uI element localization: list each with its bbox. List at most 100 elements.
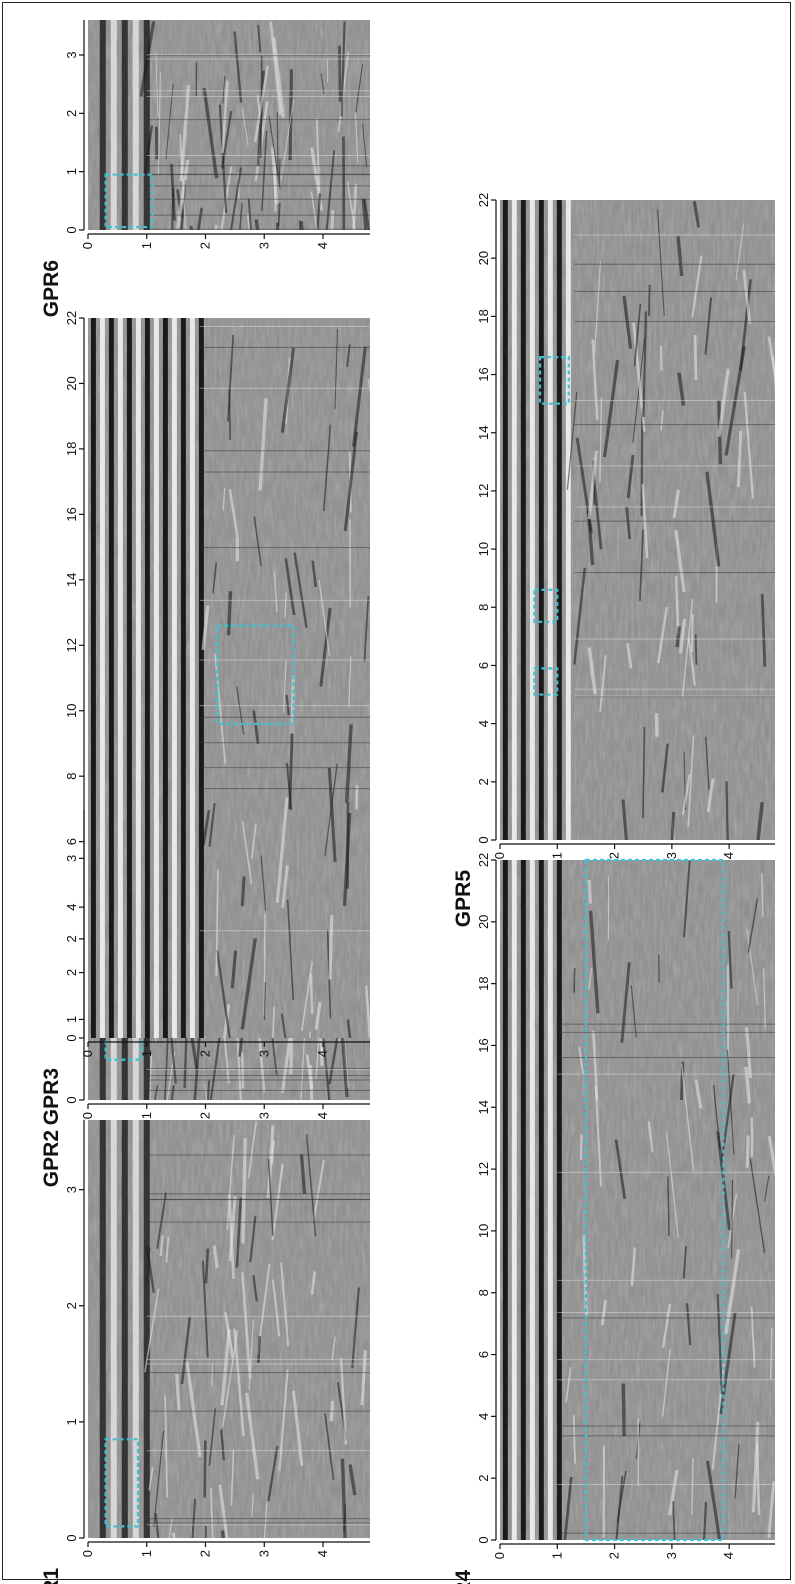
distance-tick-label: 22 — [64, 311, 79, 325]
clutter-streak — [280, 1033, 292, 1093]
gpr5-roi-box — [539, 355, 570, 405]
clutter-streak — [154, 126, 159, 160]
clutter-streak — [257, 24, 262, 53]
clutter-streak — [661, 743, 669, 793]
clutter-streak — [278, 1369, 289, 1472]
clutter-streak — [345, 724, 353, 803]
distance-tick-label: 0 — [64, 1096, 79, 1103]
reflection-band — [502, 860, 508, 1540]
clutter-streak — [191, 1498, 197, 1538]
clutter-streak — [760, 593, 767, 667]
clutter-streak — [305, 1054, 314, 1089]
clutter-streak — [760, 873, 764, 917]
depth-tick-label: 0 — [80, 1112, 95, 1119]
reflection-band — [520, 200, 526, 840]
clutter-streak — [682, 1246, 687, 1279]
clutter-streak — [214, 224, 218, 230]
gpr5-title: GPR5 — [452, 870, 475, 928]
clutter-streak — [726, 1049, 735, 1155]
reflection-band — [198, 318, 204, 1038]
clutter-streak — [764, 1175, 770, 1202]
clutter-streak — [749, 1158, 766, 1253]
clutter-streak — [210, 1487, 214, 1538]
clutter-streak — [315, 118, 321, 191]
distance-tick-label: 0 — [476, 836, 491, 843]
clutter-streak — [626, 454, 635, 499]
depth-tick-label: 3 — [256, 1112, 271, 1119]
clutter-streak — [588, 910, 600, 1014]
clutter-streak — [258, 398, 268, 491]
clutter-streak — [215, 950, 231, 1038]
depth-tick-label: 2 — [607, 852, 622, 859]
clutter-streak — [185, 1361, 202, 1458]
clutter-streak — [220, 1530, 225, 1538]
depth-tick-label: 2 — [198, 1550, 213, 1557]
gpr6-panel: 0 1 2 3 4 0 1 2 3 GPR6 — [40, 20, 370, 317]
reflection-band — [556, 200, 562, 840]
clutter-streak — [299, 1154, 307, 1195]
clutter-streak — [717, 368, 730, 437]
depth-tick-label: 1 — [549, 852, 564, 859]
clutter-streak — [639, 529, 644, 602]
clutter-streak — [266, 1125, 275, 1198]
clutter-streak — [203, 1440, 207, 1498]
depth-tick-label: 3 — [256, 242, 271, 249]
gpr6-reflection-stripes — [99, 20, 370, 230]
depth-tick-label: 0 — [80, 1550, 95, 1557]
clutter-streak — [245, 1392, 260, 1480]
clutter-streak — [694, 1079, 703, 1109]
distance-tick-label: 10 — [476, 542, 491, 556]
clutter-streak — [277, 202, 281, 227]
clutter-streak — [680, 1063, 695, 1171]
clutter-streak — [240, 938, 257, 1030]
reflection-band — [143, 1120, 150, 1538]
distance-tick-label: 3 — [64, 51, 79, 58]
clutter-streak — [602, 359, 620, 458]
clutter-streak — [324, 1412, 335, 1480]
reflection-band — [520, 860, 526, 1540]
clutter-streak — [143, 125, 154, 175]
reflection-band — [538, 860, 544, 1540]
clutter-streak — [220, 1429, 226, 1461]
clutter-streak — [267, 1158, 274, 1236]
depth-tick-label: 1 — [139, 242, 154, 249]
clutter-streak — [286, 899, 295, 1001]
clutter-streak — [254, 219, 260, 230]
clutter-streak — [256, 1336, 262, 1363]
clutter-streak — [323, 424, 332, 511]
reflection-band — [121, 20, 128, 230]
clutter-streak — [282, 660, 287, 713]
clutter-streak — [755, 1442, 761, 1516]
gpr4-title: GPR4 — [452, 1570, 475, 1584]
clutter-streak — [587, 647, 597, 695]
clutter-streak — [310, 191, 318, 230]
clutter-streak — [593, 261, 602, 354]
distance-tick-label: 1 — [64, 1418, 79, 1425]
clutter-streak — [220, 1328, 231, 1406]
clutter-streak — [248, 1319, 254, 1390]
clutter-streak — [280, 1262, 290, 1346]
clutter-streak — [745, 1135, 750, 1168]
clutter-streak — [235, 1197, 242, 1268]
clutter-streak — [681, 774, 691, 816]
clutter-streak — [351, 1287, 360, 1369]
clutter-streak — [218, 1484, 229, 1538]
clutter-streak — [685, 1303, 692, 1346]
depth-tick-label: 4 — [315, 1050, 330, 1057]
depth-tick-label: 3 — [664, 1552, 679, 1559]
depth-tick-label: 4 — [315, 1112, 330, 1119]
clutter-streak — [157, 71, 161, 175]
clutter-streak — [621, 1383, 626, 1437]
clutter-streak — [642, 311, 648, 417]
reflection-band — [153, 318, 159, 1038]
clutter-streak — [251, 1493, 255, 1517]
clutter-streak — [633, 303, 642, 367]
clutter-streak — [690, 613, 694, 652]
reflection-band — [121, 1120, 128, 1538]
clutter-streak — [226, 591, 233, 636]
reflection-band — [99, 1120, 106, 1538]
gpr6-roi-box — [104, 173, 154, 229]
clutter-streak — [681, 598, 694, 698]
reflection-band — [529, 200, 535, 840]
